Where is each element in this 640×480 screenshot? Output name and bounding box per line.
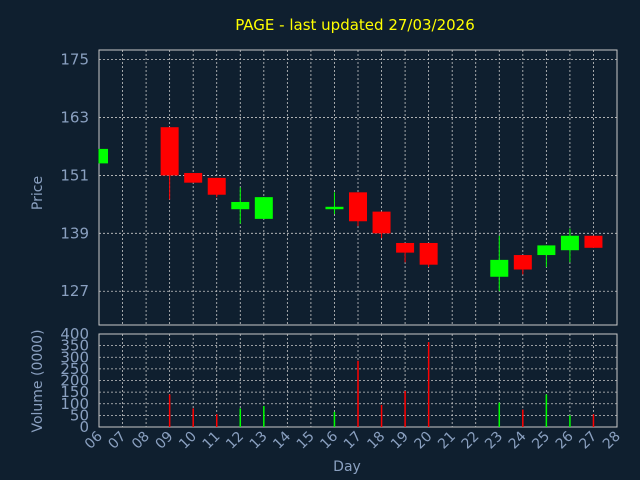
x-tick-label: 11 <box>200 429 224 453</box>
volume-bar <box>380 404 383 427</box>
volume-bar <box>404 390 406 427</box>
x-tick-label: 18 <box>364 429 388 453</box>
volume-bar <box>498 402 501 427</box>
volume-bar <box>192 408 194 427</box>
price-tick-label: 127 <box>60 282 89 300</box>
x-tick-label: 12 <box>223 429 247 453</box>
candle-body <box>419 242 438 265</box>
candle-body <box>560 235 579 251</box>
volume-tick-label: 0 <box>79 418 89 436</box>
volume-bar <box>569 415 571 427</box>
volume-tick-label: 400 <box>60 325 89 343</box>
x-tick-label: 13 <box>247 429 271 453</box>
candle-body <box>325 206 344 210</box>
x-tick-label: 24 <box>506 428 530 452</box>
candle-body <box>349 192 367 222</box>
volume-tick-label: 150 <box>60 383 89 401</box>
volume-bar <box>427 342 430 427</box>
volume-bar <box>545 394 548 427</box>
volume-bar <box>263 406 265 427</box>
x-tick-label: 25 <box>529 429 553 453</box>
x-tick-label: 22 <box>459 429 483 453</box>
x-tick-label: 14 <box>270 428 294 452</box>
price-tick-label: 139 <box>60 224 89 242</box>
x-tick-label: 17 <box>341 429 365 453</box>
price-tick-label: 163 <box>60 109 89 127</box>
candle-body <box>160 127 179 176</box>
volume-bar <box>215 414 218 427</box>
x-tick-label: 19 <box>388 429 412 453</box>
chart-title: PAGE - last updated 27/03/2026 <box>235 16 475 34</box>
x-tick-label: 09 <box>153 429 177 453</box>
price-tick-label: 175 <box>60 51 89 69</box>
volume-bar <box>239 408 242 427</box>
x-tick-label: 27 <box>576 429 600 453</box>
candle-body <box>537 245 556 256</box>
x-tick-label: 10 <box>176 429 200 453</box>
price-axis-label: Price <box>30 176 46 210</box>
price-panel: 127 139 151 163 175 <box>60 49 618 326</box>
candle-body <box>231 201 250 210</box>
candle-body <box>584 235 603 248</box>
candle-body <box>372 211 391 234</box>
candle-body <box>490 259 509 277</box>
x-tick-label: 20 <box>412 429 436 453</box>
volume-tick-label: 300 <box>60 348 89 366</box>
volume-tick-label: 350 <box>60 337 89 355</box>
candle-body <box>254 197 273 219</box>
x-tick-label: 26 <box>553 428 577 452</box>
candle-body <box>396 242 415 253</box>
volume-bar <box>357 360 359 427</box>
volume-bar <box>168 394 171 427</box>
candle-body <box>99 148 108 164</box>
volume-tick-label: 50 <box>70 406 89 424</box>
candle-body <box>184 173 203 183</box>
x-tick-label: 08 <box>129 429 153 453</box>
volume-bar <box>333 411 336 427</box>
x-tick-label: 16 <box>317 428 341 452</box>
volume-tick-label: 200 <box>60 372 89 390</box>
volume-axis-label: Volume (0000) <box>30 329 46 432</box>
x-axis-label: Day <box>333 459 361 475</box>
price-tick-label: 151 <box>60 166 89 184</box>
x-tick-label: 15 <box>294 429 318 453</box>
x-tick-label: 23 <box>482 429 506 453</box>
x-tick-label: 21 <box>435 429 459 453</box>
volume-bar <box>592 414 595 427</box>
x-tick-label: 07 <box>105 429 129 453</box>
volume-bar <box>522 409 524 427</box>
candle-body <box>513 255 532 270</box>
volume-tick-label: 250 <box>60 360 89 378</box>
candle-body <box>207 177 226 195</box>
x-tick-label: 28 <box>600 429 624 453</box>
volume-tick-label: 100 <box>60 395 89 413</box>
